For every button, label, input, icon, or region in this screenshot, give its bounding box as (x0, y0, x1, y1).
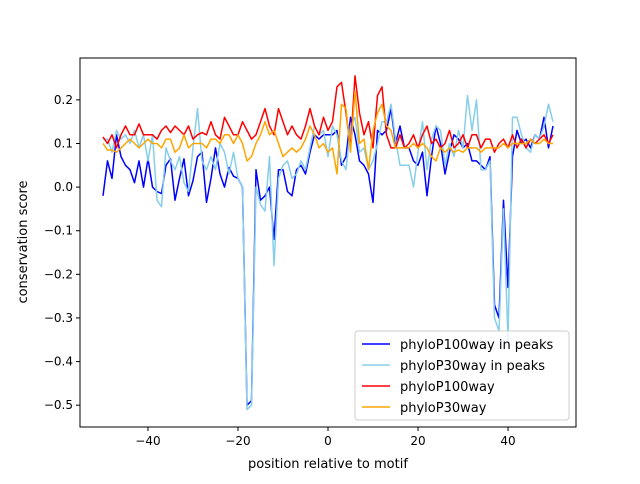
legend-label: phyloP30way (400, 401, 487, 416)
legend-label: phyloP100way (400, 380, 495, 395)
y-tick-label: 0.0 (54, 180, 73, 194)
x-tick-label: 0 (324, 434, 332, 448)
y-tick-label: −0.1 (44, 224, 73, 238)
series-lines (102, 75, 554, 411)
legend: phyloP100way in peaks phyloP30way in peak… (354, 330, 570, 421)
series-line-1 (103, 94, 554, 411)
series-line-0 (102, 107, 554, 406)
y-tick-label: 0.1 (54, 136, 73, 150)
y-tick-label: −0.2 (44, 267, 73, 281)
legend-label: phyloP100way in peaks (400, 338, 554, 353)
x-axis-ticks: −40 −20 0 20 40 (135, 427, 516, 448)
y-axis-ticks: −0.5 −0.4 −0.3 −0.2 −0.1 0.0 0.1 0.2 (44, 93, 80, 412)
legend-box (354, 330, 570, 421)
y-tick-label: −0.5 (44, 398, 73, 412)
y-tick-label: 0.2 (54, 93, 73, 107)
legend-label: phyloP30way in peaks (400, 359, 545, 374)
x-tick-label: 20 (410, 434, 425, 448)
series-line-3 (102, 90, 553, 175)
y-tick-label: −0.4 (44, 355, 73, 369)
x-tick-label: 40 (500, 434, 515, 448)
x-tick-label: −20 (225, 434, 250, 448)
x-axis-label: position relative to motif (248, 457, 408, 472)
x-tick-label: −40 (135, 434, 160, 448)
y-tick-label: −0.3 (44, 311, 73, 325)
y-axis-label: conservation score (16, 180, 31, 303)
series-line-2 (102, 75, 554, 153)
